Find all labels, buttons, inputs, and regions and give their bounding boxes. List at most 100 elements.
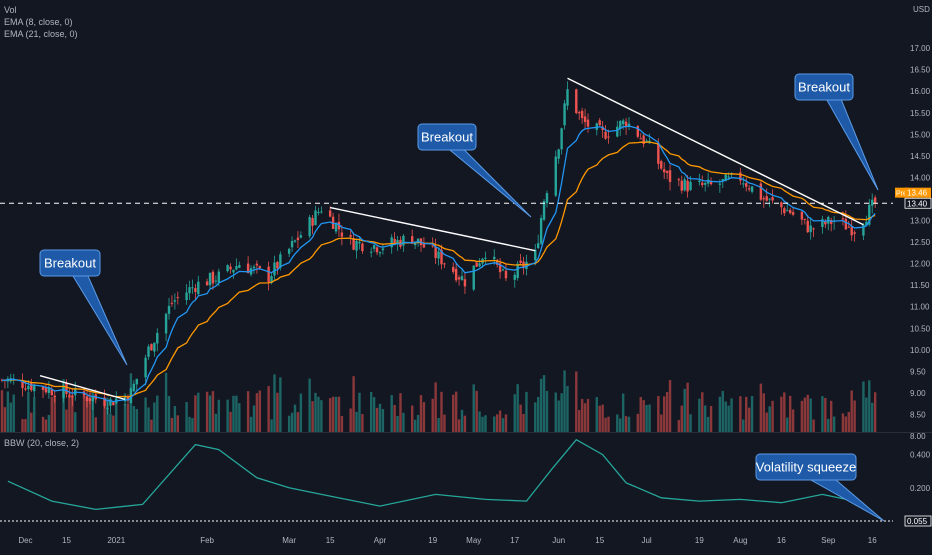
candle-body (33, 385, 36, 392)
volume-bar (112, 415, 115, 432)
volume-bar (208, 395, 212, 432)
candle-body (144, 357, 147, 378)
volume-bar (290, 412, 294, 432)
breakout-callout-2: Breakout (417, 123, 532, 218)
candle-body (320, 211, 323, 213)
time-tick-label: 19 (428, 536, 437, 545)
candle-body (662, 169, 666, 173)
candle-body (873, 197, 877, 203)
volume-bar (844, 416, 848, 432)
candle-body (255, 263, 259, 266)
volume-bar (249, 416, 253, 432)
volume-bar (680, 405, 683, 432)
price-tick-label: 15.50 (910, 109, 931, 118)
volume-bar (440, 391, 443, 432)
last-price-label: 13.40 (907, 199, 928, 208)
candle-body (639, 138, 642, 140)
volume-bar (150, 419, 153, 432)
volume-bar (232, 395, 235, 432)
breakout-callout-1-label: Breakout (44, 256, 96, 271)
volume-bar (85, 397, 89, 432)
volume-bar (513, 394, 516, 432)
candle-body (768, 198, 771, 200)
volume-bar (788, 395, 792, 432)
price-tick-label: 10.00 (910, 346, 931, 355)
volume-bar (12, 394, 15, 432)
volume-bar (185, 402, 188, 432)
squeeze-callout: Volatility squeeze (755, 453, 885, 522)
candle-body (208, 272, 212, 286)
volume-bar (328, 398, 332, 432)
candle-body (739, 172, 742, 181)
candle-body (411, 236, 414, 244)
volume-bar (361, 414, 364, 432)
volume-bar (484, 415, 487, 432)
price-tick-label: 17.00 (910, 44, 931, 53)
candle-body (619, 121, 622, 129)
time-tick-label: 15 (595, 536, 604, 545)
price-tick-label: 12.00 (910, 260, 931, 269)
squeeze-callout-label: Volatility squeeze (756, 460, 856, 475)
time-tick-label: Sep (821, 536, 836, 545)
candle-body (349, 235, 352, 237)
volume-bar (434, 382, 437, 432)
candle-body (416, 238, 420, 243)
volume-bar (416, 414, 420, 432)
candle-body (627, 123, 631, 128)
volume-bar (501, 418, 505, 432)
candle-body (126, 396, 130, 401)
candle-body (563, 103, 566, 126)
candle-body (30, 382, 33, 391)
candle-body (314, 210, 317, 226)
volume-bar (642, 400, 645, 432)
breakout-callout-3-label: Breakout (798, 80, 850, 95)
time-tick-label: Jul (641, 536, 651, 545)
volume-bar (331, 396, 335, 432)
candle-body (704, 182, 707, 185)
volume-bar (109, 413, 112, 432)
volume-bar (580, 398, 584, 432)
candle-body (841, 218, 845, 220)
candle-body (765, 196, 768, 201)
candle-body (660, 161, 663, 169)
volume-bar (627, 416, 631, 432)
candle-body (604, 131, 607, 139)
volume-bar (308, 378, 311, 432)
candle-body (71, 395, 74, 398)
candle-body (724, 174, 727, 182)
volume-bar (279, 377, 282, 432)
candle-body (621, 120, 625, 125)
candle-body (475, 262, 478, 267)
candle-body (443, 263, 446, 265)
candle-body (762, 198, 765, 200)
candle-body (150, 344, 153, 351)
volume-bar (786, 417, 789, 432)
candle-body (50, 389, 54, 396)
volume-bar (677, 419, 681, 432)
volume-bar (355, 411, 358, 432)
price-tick-label: 12.50 (910, 238, 931, 247)
breakout-callout-3-box (794, 73, 854, 101)
volume-bar (270, 419, 273, 432)
volume-bar (827, 418, 830, 432)
candle-body (701, 182, 704, 186)
pre-badge (895, 187, 909, 198)
candle-body (0, 379, 4, 381)
volume-bar (273, 374, 276, 432)
breakout-callout-1: Breakout (39, 249, 128, 366)
volume-bar (668, 380, 672, 432)
volume-bar (516, 384, 519, 432)
volume-bar (739, 396, 742, 432)
breakout-callout-3: Breakout (794, 73, 879, 191)
candle-body (188, 287, 191, 294)
price-tick-label: 13.00 (910, 217, 931, 226)
candle-body (680, 180, 683, 191)
volume-bar (481, 416, 484, 432)
volume-bar (44, 419, 48, 432)
volume-bar (460, 409, 464, 432)
candle-body (334, 223, 338, 232)
candle-body (390, 237, 393, 248)
volume-bar (369, 391, 373, 432)
